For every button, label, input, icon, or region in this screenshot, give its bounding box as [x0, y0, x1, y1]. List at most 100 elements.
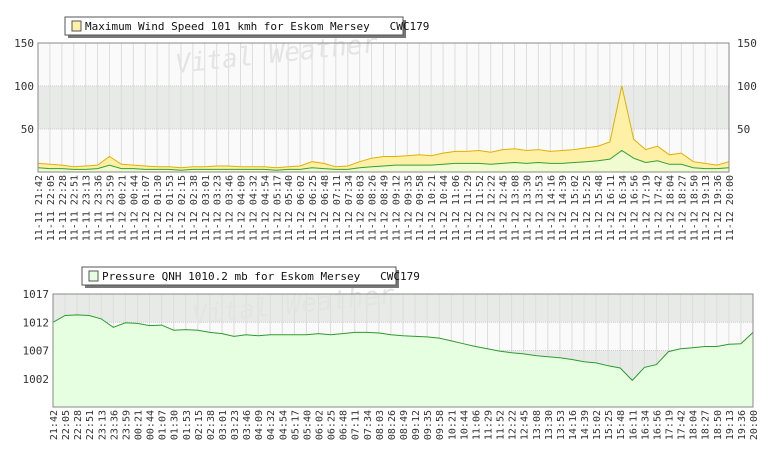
x-tick-label: 11-12 08:03: [356, 175, 367, 241]
legend-swatch: [88, 270, 99, 282]
x-tick-label: 11-12 06:02: [296, 175, 307, 241]
legend-label: Maximum Wind Speed 101 kmh for Eskom Mer…: [85, 20, 429, 33]
x-tick-label: 01:07: [158, 410, 169, 440]
x-tick-label: 16:34: [640, 410, 651, 440]
x-tick-label: 23:59: [121, 410, 132, 440]
x-tick-label: 16:11: [628, 410, 639, 440]
x-tick-label: 15:48: [616, 410, 627, 440]
legend-swatch: [71, 20, 82, 32]
x-tick-label: 09:12: [411, 410, 422, 440]
x-tick-label: 11-12 08:49: [380, 175, 391, 241]
x-tick-label: 11-12 03:46: [225, 175, 236, 241]
x-tick-label: 11-12 16:11: [606, 175, 617, 241]
series-max-line: [37, 85, 730, 169]
x-tick-label: 11:06: [471, 410, 482, 440]
series-avg-line: [37, 149, 730, 171]
x-tick-label: 11-12 10:21: [427, 175, 438, 241]
x-tick-label: 11-12 02:15: [177, 175, 188, 241]
x-tick-label: 11-12 10:44: [439, 175, 450, 241]
x-tick-label: 19:13: [725, 410, 736, 440]
x-tick-label: 11-12 02:38: [189, 175, 200, 241]
x-tick-label: 11-12 04:32: [248, 175, 259, 241]
x-tick-label: 23:36: [109, 410, 120, 440]
x-tick-label: 03:01: [218, 410, 229, 440]
x-tick-label: 16:56: [652, 410, 663, 440]
x-tick-label: 09:35: [423, 410, 434, 440]
x-tick-label: 11-12 13:08: [511, 175, 522, 241]
x-tick-label: 11-12 19:13: [701, 175, 712, 241]
x-tick-label: 11-11 21:42: [34, 175, 45, 241]
x-tick-label: 11-12 00:44: [129, 175, 140, 241]
x-tick-label: 10:44: [459, 410, 470, 440]
x-tick-label: 11-12 17:42: [654, 175, 665, 241]
series-avg-area: [38, 150, 729, 172]
x-tick-label: 11-12 13:53: [534, 175, 545, 241]
x-tick-label: 11-12 05:17: [272, 175, 283, 241]
x-tick-label: 11-12 03:23: [213, 175, 224, 241]
x-tick-label: 11-12 08:26: [368, 175, 379, 241]
x-tick-label: 15:02: [592, 410, 603, 440]
x-tick-label: 11-12 09:12: [391, 175, 402, 241]
x-tick-label: 11-12 15:48: [594, 175, 605, 241]
x-tick-label: 05:17: [290, 410, 301, 440]
x-tick-label: 01:30: [170, 410, 181, 440]
x-tick-label: 17:19: [665, 410, 676, 440]
plot-frame: [37, 42, 730, 173]
x-tick-label: 22:28: [73, 410, 84, 440]
x-tick-label: 14:16: [568, 410, 579, 440]
x-tick-label: 00:44: [146, 410, 157, 440]
x-tick-label: 11-12 19:36: [713, 175, 724, 241]
y-tick-label-right: 100: [737, 80, 757, 93]
x-tick-label: 08:03: [375, 410, 386, 440]
x-tick-label: 11-12 07:34: [344, 175, 355, 241]
x-tick-label: 11-12 11:52: [475, 175, 486, 241]
x-tick-label: 07:34: [363, 410, 374, 440]
x-tick-label: 17:42: [677, 410, 688, 440]
x-tick-label: 11:29: [483, 410, 494, 440]
y-tick-label-left: 50: [21, 123, 34, 136]
x-tick-label: 11-12 15:02: [570, 175, 581, 241]
x-tick-label: 13:08: [532, 410, 543, 440]
x-tick-label: 12:45: [520, 410, 531, 440]
x-tick-label: 06:48: [339, 410, 350, 440]
x-tick-label: 02:15: [194, 410, 205, 440]
x-tick-label: 21:42: [49, 410, 60, 440]
x-tick-label: 11-12 09:58: [415, 175, 426, 241]
x-tick-label: 11-12 04:54: [260, 175, 271, 241]
x-tick-label: 11-12 03:01: [201, 175, 212, 241]
x-tick-label: 07:11: [351, 410, 362, 440]
x-tick-label: 11-12 12:45: [499, 175, 510, 241]
x-tick-label: 11-12 13:30: [522, 175, 533, 241]
x-tick-label: 00:21: [133, 410, 144, 440]
x-tick-label: 11-11 23:36: [94, 175, 105, 241]
y-tick-label-right: 150: [737, 37, 757, 50]
x-tick-label: 13:30: [544, 410, 555, 440]
x-tick-label: 11-11 23:13: [82, 175, 93, 241]
x-tick-label: 23:13: [97, 410, 108, 440]
x-tick-label: 11-12 15:25: [582, 175, 593, 241]
x-tick-label: 06:02: [315, 410, 326, 440]
y-tick-label-left: 150: [14, 37, 34, 50]
x-tick-label: 11-11 23:59: [105, 175, 116, 241]
x-tick-label: 11-12 06:48: [320, 175, 331, 241]
x-tick-label: 02:38: [206, 410, 217, 440]
x-tick-label: 04:54: [278, 410, 289, 440]
x-tick-label: 11-12 07:11: [332, 175, 343, 241]
x-tick-label: 11-12 05:40: [284, 175, 295, 241]
x-tick-label: 20:00: [749, 410, 760, 440]
x-tick-label: 12:22: [508, 410, 519, 440]
x-tick-label: 11-12 00:21: [117, 175, 128, 241]
y-tick-label-left: 100: [14, 80, 34, 93]
x-tick-label: 11-12 01:30: [153, 175, 164, 241]
x-tick-label: 06:25: [327, 410, 338, 440]
y-tick-label-left: 1012: [23, 316, 50, 329]
x-tick-label: 11-12 18:50: [689, 175, 700, 241]
x-tick-label: 11-12 09:35: [403, 175, 414, 241]
y-tick-label-left: 1017: [23, 288, 50, 301]
x-tick-label: 09:58: [435, 410, 446, 440]
x-tick-label: 11-12 18:04: [665, 175, 676, 241]
x-tick-label: 11-12 14:16: [546, 175, 557, 241]
x-tick-label: 11-11 22:05: [46, 175, 57, 241]
y-tick-label-right: 50: [737, 123, 750, 136]
